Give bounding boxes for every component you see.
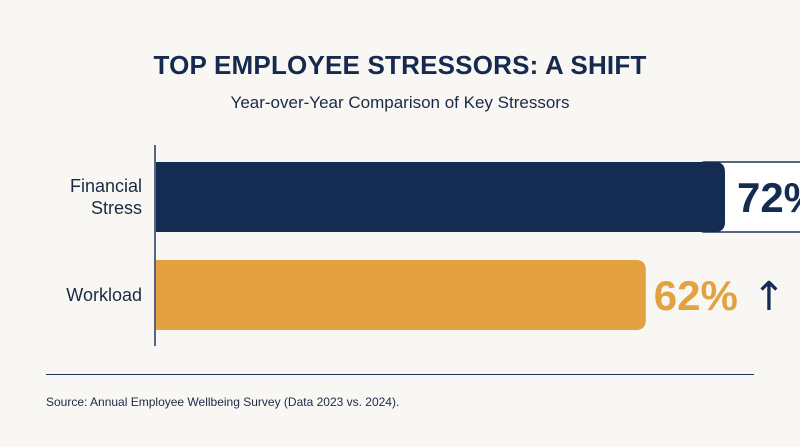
value-label-0: 72%: [737, 174, 800, 221]
bar-1: [156, 260, 646, 330]
bar-0: [156, 162, 725, 232]
chart-title: TOP EMPLOYEE STRESSORS: A SHIFT: [153, 50, 647, 80]
value-label-1: 62%: [654, 272, 738, 319]
source-note: Source: Annual Employee Wellbeing Survey…: [46, 395, 400, 409]
category-label-0-line-1: Financial: [70, 176, 142, 196]
footer-divider: [46, 374, 754, 375]
category-label-1-line-1: Workload: [66, 285, 142, 305]
chart-subtitle: Year-over-Year Comparison of Key Stresso…: [230, 93, 570, 112]
trend-up-icon-1: ↑: [752, 274, 786, 320]
category-label-0-line-2: Stress: [91, 198, 142, 218]
